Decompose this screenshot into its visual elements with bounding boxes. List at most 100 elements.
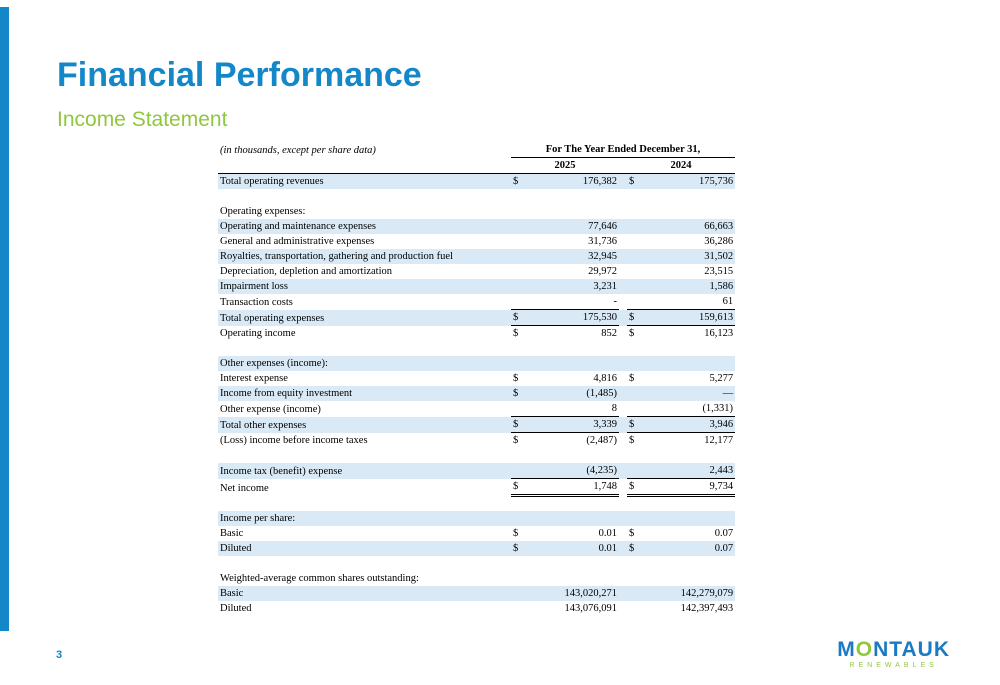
value-2025: 3,339 <box>527 416 619 433</box>
value-2024: 0.07 <box>643 540 736 556</box>
spacer-cell <box>218 555 736 571</box>
value-2025: 175,530 <box>527 309 619 326</box>
table-row: Total operating revenues $176,382 $175,736 <box>218 173 736 189</box>
value-2024: 175,736 <box>643 173 736 189</box>
row-label: Royalties, transportation, gathering and… <box>218 249 511 264</box>
table-year-row: 2025 2024 <box>218 157 736 174</box>
currency-symbol-2024 <box>627 571 643 586</box>
table-row: Basic 143,020,271 142,279,079 <box>218 585 736 601</box>
spacer-cell <box>218 341 736 356</box>
value-2024: (1,331) <box>643 401 736 417</box>
value-2025 <box>527 356 619 371</box>
currency-symbol-2024: $ <box>627 416 643 433</box>
value-2024: 159,613 <box>643 309 736 326</box>
table-row: Diluted $0.01 $0.07 <box>218 540 736 556</box>
currency-symbol-2025 <box>511 279 527 294</box>
spacer-cell <box>218 495 736 511</box>
value-2025: 3,231 <box>527 279 619 294</box>
currency-symbol-2025 <box>511 585 527 601</box>
table-row: Diluted 143,076,091 142,397,493 <box>218 601 735 616</box>
gap-cell <box>619 326 627 342</box>
gap-cell <box>619 601 627 616</box>
currency-symbol-2024 <box>627 204 643 219</box>
table-row: Weighted-average common shares outstandi… <box>218 571 735 586</box>
gap-cell <box>619 173 627 189</box>
value-2025: (4,235) <box>527 463 619 479</box>
table-row: Transaction costs - 61 <box>218 294 736 310</box>
currency-symbol-2024 <box>627 234 643 249</box>
currency-symbol-2025: $ <box>511 478 527 497</box>
currency-symbol-2025 <box>511 204 527 219</box>
row-label: Operating expenses: <box>220 206 306 217</box>
table-row: Other expense (income) 8 (1,331) <box>218 401 736 417</box>
currency-symbol-2024 <box>627 264 643 279</box>
row-label: Diluted <box>220 602 252 614</box>
table-row: Other expenses (income): <box>218 356 736 371</box>
gap-cell <box>619 526 627 541</box>
slide-title: Financial Performance <box>57 56 422 94</box>
row-label: (Loss) income before income taxes <box>220 435 368 446</box>
table-row: Operating income $852 $16,123 <box>218 326 735 342</box>
currency-symbol-2024: $ <box>629 527 635 539</box>
year-column-2024: 2024 <box>627 157 736 174</box>
spacer-cell <box>218 448 736 463</box>
value-2025: - <box>527 294 619 310</box>
logo-wordmark: MONTAUK <box>837 639 950 661</box>
slide-subtitle: Income Statement <box>57 108 228 131</box>
currency-symbol-2024: $ <box>627 540 643 556</box>
value-2025: (2,487) <box>586 435 617 446</box>
value-2024 <box>643 204 735 219</box>
row-label: Impairment loss <box>218 279 511 294</box>
currency-symbol-2024 <box>627 249 643 264</box>
spacer-row <box>218 495 736 511</box>
empty-header-cell <box>218 158 511 174</box>
table-row: Royalties, transportation, gathering and… <box>218 249 736 264</box>
logo-leaf-o-icon: O <box>855 638 874 661</box>
value-2024: 16,123 <box>704 328 734 339</box>
value-2024: 66,663 <box>643 219 736 234</box>
row-label: Transaction costs <box>220 296 293 308</box>
gap-cell <box>619 234 627 249</box>
table-row: Impairment loss 3,231 1,586 <box>218 279 736 294</box>
value-2025: 8 <box>527 401 619 417</box>
table-caption-row: (in thousands, except per share data) Fo… <box>218 142 736 158</box>
currency-symbol-2025: $ <box>511 386 527 401</box>
gap-cell <box>619 401 627 417</box>
period-header: For The Year Ended December 31, <box>511 142 736 158</box>
montauk-logo: MONTAUK RENEWABLES <box>837 639 950 670</box>
value-2025: 0.01 <box>598 527 617 539</box>
currency-symbol-2024 <box>627 585 643 601</box>
gap-cell <box>619 510 627 526</box>
table-row: Income per share: <box>218 510 736 526</box>
value-2025: 143,020,271 <box>527 585 619 601</box>
currency-symbol-2025 <box>511 463 527 479</box>
gap-cell <box>619 294 627 310</box>
value-2024 <box>643 571 735 586</box>
currency-symbol-2025: $ <box>513 373 519 384</box>
value-2025 <box>527 204 619 219</box>
gap-cell <box>619 356 627 371</box>
table-row: General and administrative expenses 31,73… <box>218 234 735 249</box>
row-label: Income tax (benefit) expense <box>218 463 511 479</box>
value-2025: 176,382 <box>527 173 619 189</box>
value-2025: 31,736 <box>588 236 617 247</box>
value-2025: 4,816 <box>593 373 617 384</box>
row-label: Operating income <box>220 328 296 339</box>
value-2025: (1,485) <box>527 386 619 401</box>
row-label: Total operating expenses <box>218 309 511 326</box>
currency-symbol-2025: $ <box>511 540 527 556</box>
value-2024: 0.07 <box>714 527 734 539</box>
currency-symbol-2025 <box>511 264 527 279</box>
row-label: Basic <box>218 585 511 601</box>
table-row: Total other expenses $3,339 $3,946 <box>218 416 736 433</box>
value-2025: 852 <box>601 328 617 339</box>
gap-cell <box>619 571 627 586</box>
table-row: Income tax (benefit) expense (4,235) 2,443 <box>218 463 736 479</box>
value-2025: 143,076,091 <box>564 602 618 614</box>
value-2024: — <box>643 386 736 401</box>
currency-symbol-2024 <box>627 463 643 479</box>
currency-symbol-2025: $ <box>513 435 519 446</box>
gap-cell <box>619 264 627 279</box>
year-column-2025: 2025 <box>511 157 619 174</box>
currency-symbol-2024 <box>627 401 643 417</box>
